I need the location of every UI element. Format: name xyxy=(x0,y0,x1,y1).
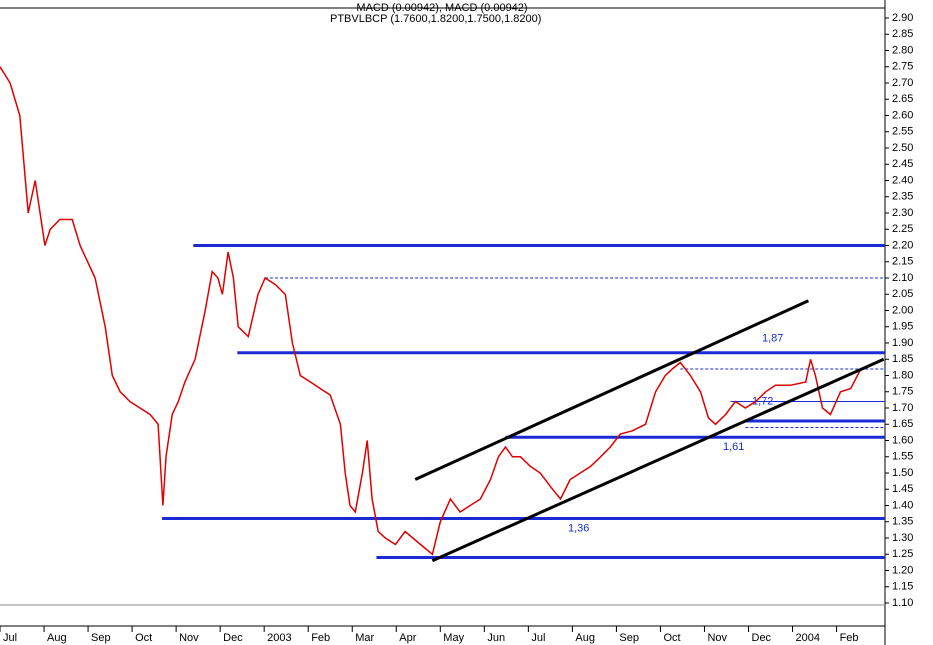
y-tick-label: 2.00 xyxy=(892,304,913,316)
y-tick-label: 1.90 xyxy=(892,337,913,349)
x-tick-label: Apr xyxy=(399,632,416,644)
y-tick-label: 2.50 xyxy=(892,142,913,154)
x-tick-label: Nov xyxy=(179,632,199,644)
y-tick-label: 1.60 xyxy=(892,434,913,446)
series-title: PTBVLBCP (1.7600,1.8200,1.7500,1.8200) xyxy=(330,13,541,25)
x-tick-label: Aug xyxy=(575,632,595,644)
y-tick-label: 1.75 xyxy=(892,386,913,398)
x-tick-label: Mar xyxy=(355,632,374,644)
x-tick-label: 2004 xyxy=(796,632,820,644)
level-label: 1,36 xyxy=(568,522,589,534)
x-tick-label: Feb xyxy=(840,632,859,644)
level-label: 1,61 xyxy=(723,441,744,453)
x-tick-label: Nov xyxy=(707,632,727,644)
y-tick-label: 1.80 xyxy=(892,369,913,381)
y-tick-label: 2.55 xyxy=(892,126,913,138)
y-tick-label: 1.45 xyxy=(892,483,913,495)
y-tick-label: 2.60 xyxy=(892,109,913,121)
y-tick-label: 2.25 xyxy=(892,223,913,235)
x-tick-label: Feb xyxy=(311,632,330,644)
x-tick-label: Jul xyxy=(3,632,17,644)
y-tick-label: 2.10 xyxy=(892,272,913,284)
x-tick-label: Dec xyxy=(752,632,772,644)
x-tick-label: Jul xyxy=(531,632,545,644)
x-tick-label: Sep xyxy=(91,632,111,644)
x-tick-label: Oct xyxy=(135,632,152,644)
trend-line xyxy=(414,299,810,481)
y-tick-label: 1.35 xyxy=(892,516,913,528)
x-tick-label: Oct xyxy=(663,632,680,644)
x-tick-label: Dec xyxy=(223,632,243,644)
y-tick-label: 1.65 xyxy=(892,418,913,430)
y-tick-label: 1.70 xyxy=(892,402,913,414)
y-tick-label: 1.30 xyxy=(892,532,913,544)
y-tick-label: 1.55 xyxy=(892,451,913,463)
y-tick-label: 2.85 xyxy=(892,28,913,40)
indicator-title: MACD (0.00942), MACD (0.00942) xyxy=(356,2,527,14)
y-tick-label: 2.75 xyxy=(892,61,913,73)
y-tick-label: 2.30 xyxy=(892,207,913,219)
y-tick-label: 1.20 xyxy=(892,564,913,576)
y-tick-label: 2.70 xyxy=(892,77,913,89)
y-tick-label: 2.05 xyxy=(892,288,913,300)
y-tick-label: 2.45 xyxy=(892,158,913,170)
y-tick-label: 1.95 xyxy=(892,321,913,333)
y-tick-label: 2.15 xyxy=(892,256,913,268)
x-tick-label: May xyxy=(443,632,464,644)
level-label: 1,87 xyxy=(762,333,783,345)
y-tick-label: 2.65 xyxy=(892,93,913,105)
y-tick-label: 1.10 xyxy=(892,597,913,609)
y-tick-label: 2.80 xyxy=(892,44,913,56)
level-label: 1,72 xyxy=(752,395,773,407)
y-tick-label: 1.25 xyxy=(892,548,913,560)
y-tick-label: 1.85 xyxy=(892,353,913,365)
price-line xyxy=(0,66,862,556)
y-tick-label: 2.20 xyxy=(892,239,913,251)
trend-line xyxy=(431,357,885,563)
y-tick-label: 1.40 xyxy=(892,499,913,511)
y-tick-label: 2.90 xyxy=(892,12,913,24)
y-tick-label: 2.35 xyxy=(892,191,913,203)
x-tick-label: Jun xyxy=(487,632,505,644)
y-tick-label: 2.40 xyxy=(892,174,913,186)
y-tick-label: 1.50 xyxy=(892,467,913,479)
y-tick-label: 1.15 xyxy=(892,581,913,593)
x-tick-label: Aug xyxy=(47,632,67,644)
x-tick-label: Sep xyxy=(619,632,639,644)
x-tick-label: 2003 xyxy=(267,632,291,644)
